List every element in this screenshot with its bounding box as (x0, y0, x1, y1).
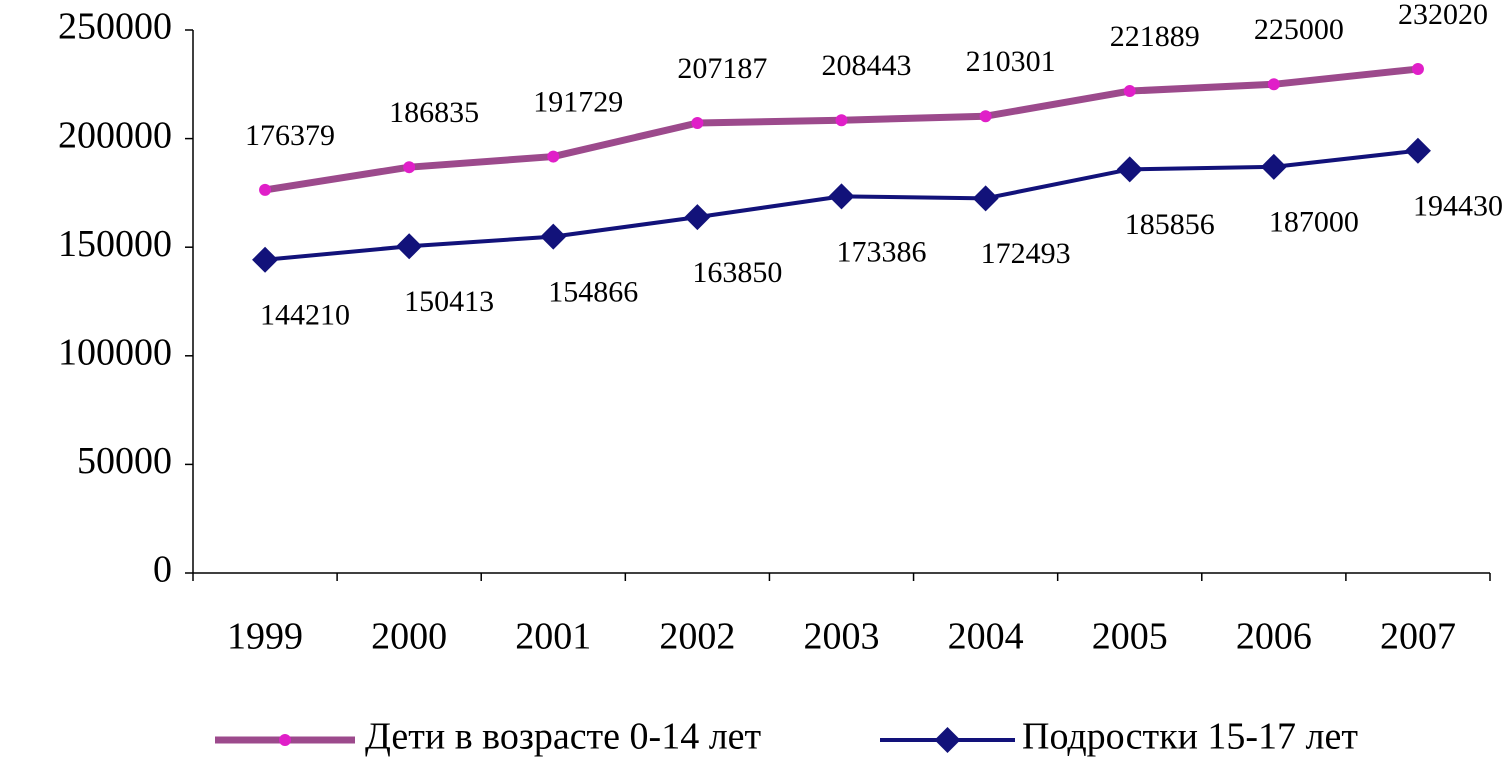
marker (972, 185, 999, 212)
marker (1260, 153, 1287, 180)
x-tick-label: 2004 (948, 616, 1024, 658)
marker (979, 110, 992, 123)
data-label: 221889 (1110, 20, 1200, 53)
marker (403, 161, 416, 174)
marker (259, 183, 272, 196)
legend-label: Дети в возрасте 0-14 лет (365, 716, 762, 758)
x-tick-label: 2006 (1236, 616, 1312, 658)
data-label: 185856 (1125, 208, 1215, 241)
data-label: 172493 (981, 237, 1071, 270)
x-tick-label: 1999 (227, 616, 303, 658)
marker (691, 116, 704, 129)
data-label: 208443 (822, 49, 912, 82)
marker (1404, 137, 1431, 164)
data-label: 207187 (677, 52, 767, 85)
marker (835, 114, 848, 127)
marker (547, 150, 560, 163)
data-label: 194430 (1413, 190, 1502, 223)
y-tick-label: 50000 (77, 440, 172, 482)
x-tick-label: 2000 (371, 616, 447, 658)
y-tick-label: 150000 (58, 223, 172, 265)
x-tick-label: 2007 (1380, 616, 1456, 658)
legend-label: Подростки 15-17 лет (1022, 716, 1358, 758)
x-tick-label: 2003 (804, 616, 880, 658)
marker (1123, 85, 1136, 98)
y-tick-label: 100000 (58, 332, 172, 374)
data-label: 186835 (389, 96, 479, 129)
data-label: 176379 (245, 119, 335, 152)
x-tick-label: 2002 (659, 616, 735, 658)
data-label: 154866 (548, 276, 638, 309)
data-label: 187000 (1269, 206, 1359, 239)
marker (1267, 78, 1280, 91)
marker (1116, 156, 1143, 183)
marker (396, 233, 423, 260)
data-label: 150413 (404, 285, 494, 318)
data-label: 232020 (1398, 0, 1488, 31)
marker (1411, 63, 1424, 76)
data-label: 191729 (533, 85, 623, 118)
marker (252, 246, 279, 273)
y-tick-label: 200000 (58, 114, 172, 156)
data-label: 210301 (966, 45, 1056, 78)
marker (684, 204, 711, 231)
marker (828, 183, 855, 210)
marker (540, 223, 567, 250)
data-label: 225000 (1254, 13, 1344, 46)
series-line (264, 65, 1419, 194)
y-tick-label: 250000 (58, 6, 172, 48)
data-label: 163850 (692, 256, 782, 289)
legend-marker (279, 734, 291, 746)
data-label: 173386 (837, 235, 927, 268)
x-tick-label: 2001 (515, 616, 591, 658)
data-label: 144210 (260, 299, 350, 332)
x-tick-label: 2005 (1092, 616, 1168, 658)
legend-marker (934, 727, 961, 753)
y-tick-label: 0 (153, 549, 172, 591)
